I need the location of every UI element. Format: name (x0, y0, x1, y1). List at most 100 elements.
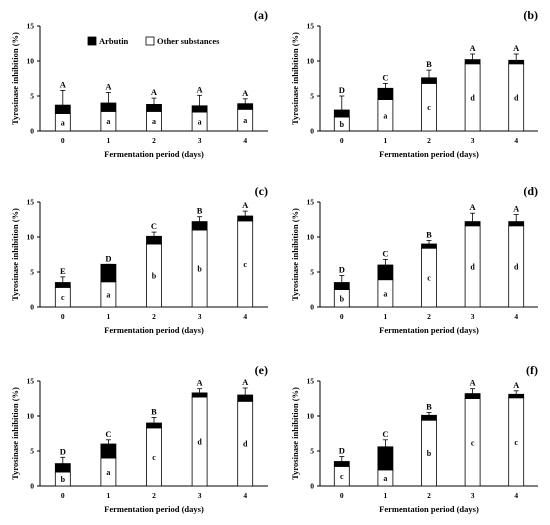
x-axis-title: Fermentation period (days) (104, 149, 204, 159)
significance-letter-lower: d (470, 93, 475, 102)
x-tick-label: 3 (471, 312, 475, 321)
significance-letter-upper: D (339, 446, 345, 456)
significance-letter-upper: D (339, 85, 345, 95)
x-axis-title: Fermentation period (days) (104, 325, 204, 335)
significance-letter-lower: c (61, 293, 65, 302)
x-tick-label: 4 (514, 136, 518, 145)
arbutin-bar (464, 393, 481, 399)
significance-letter-lower: c (471, 438, 475, 447)
panel-label: (f) (526, 363, 538, 377)
x-tick-label: 2 (427, 312, 431, 321)
y-tick-label: 10 (27, 412, 35, 421)
significance-letter-lower: a (383, 111, 387, 120)
x-tick-label: 2 (427, 136, 431, 145)
arbutin-bar (421, 77, 437, 84)
y-tick-label: 15 (27, 198, 35, 207)
significance-letter-lower: b (340, 120, 345, 129)
panel-label: (a) (254, 8, 268, 22)
x-tick-label: 4 (243, 312, 247, 321)
arbutin-bar (237, 394, 254, 402)
arbutin-bar (237, 103, 254, 110)
arbutin-bar (464, 221, 481, 227)
x-tick-label: 4 (243, 136, 247, 145)
legend-swatch-other (145, 36, 155, 46)
arbutin-bar (421, 414, 437, 421)
significance-letter-upper: B (197, 206, 203, 216)
arbutin-bar (54, 463, 71, 473)
panel-label: (c) (255, 184, 268, 198)
significance-letter-upper: A (242, 200, 249, 210)
significance-letter-upper: A (60, 79, 67, 89)
significance-letter-upper: B (426, 59, 432, 69)
x-tick-label: 0 (340, 136, 344, 145)
x-tick-label: 1 (107, 312, 111, 321)
arbutin-bar (191, 392, 208, 398)
y-tick-label: 0 (30, 303, 34, 312)
y-axis-title: Tyrosinase inhibition (%) (290, 208, 300, 301)
chart-panel-c: 0 5 10 15 Tyrosinase inhibition (%) 0 1 2 3 4 Ferm… (10, 184, 268, 335)
arbutin-bar (333, 109, 350, 118)
significance-letter-lower: a (106, 468, 110, 477)
x-tick-label: 1 (107, 136, 111, 145)
significance-letter-lower: b (197, 265, 202, 274)
y-tick-label: 0 (310, 127, 314, 136)
y-tick-label: 10 (307, 233, 315, 242)
significance-letter-upper: A (470, 43, 477, 53)
y-tick-label: 15 (307, 377, 315, 386)
arbutin-bar (464, 59, 481, 65)
significance-letter-lower: a (383, 289, 387, 298)
arbutin-bar (508, 393, 525, 399)
significance-letter-lower: d (514, 262, 519, 271)
legend-label-arbutin: Arbutin (99, 36, 129, 46)
arbutin-bar (54, 104, 71, 114)
significance-letter-upper: D (60, 446, 66, 456)
y-tick-label: 10 (27, 233, 35, 242)
significance-letter-upper: B (426, 230, 432, 240)
significance-letter-upper: A (197, 378, 204, 388)
significance-letter-upper: C (382, 72, 388, 82)
significance-letter-upper: A (470, 202, 477, 212)
arbutin-bar (237, 215, 254, 222)
significance-letter-lower: b (427, 449, 432, 458)
significance-letter-upper: A (105, 82, 112, 92)
legend-label-other: Other substances (157, 36, 220, 46)
y-tick-label: 15 (27, 22, 35, 31)
significance-letter-upper: A (242, 88, 249, 98)
y-tick-label: 15 (27, 377, 35, 386)
panel-label: (b) (523, 8, 538, 22)
significance-letter-upper: A (513, 204, 520, 214)
y-axis-title: Tyrosinase inhibition (%) (290, 32, 300, 125)
y-tick-label: 15 (307, 22, 315, 31)
significance-letter-lower: b (340, 294, 345, 303)
arbutin-bar (100, 443, 117, 459)
x-tick-label: 0 (340, 312, 344, 321)
significance-letter-upper: A (242, 377, 249, 387)
x-tick-label: 1 (107, 491, 111, 500)
arbutin-bar (377, 264, 394, 281)
significance-letter-lower: c (427, 103, 431, 112)
significance-letter-upper: D (339, 265, 345, 275)
arbutin-bar (191, 105, 208, 113)
x-axis-title: Fermentation period (days) (379, 504, 479, 514)
significance-letter-lower: c (152, 453, 156, 462)
significance-letter-lower: b (152, 272, 157, 281)
significance-letter-upper: D (105, 253, 111, 263)
significance-letter-lower: a (198, 118, 202, 127)
significance-letter-lower: a (61, 118, 65, 127)
x-tick-label: 2 (152, 312, 156, 321)
y-tick-label: 0 (30, 482, 34, 491)
y-tick-label: 0 (30, 127, 34, 136)
significance-letter-lower: a (152, 117, 156, 126)
x-tick-label: 1 (384, 312, 388, 321)
legend-swatch-arbutin (87, 36, 97, 46)
x-axis-title: Fermentation period (days) (379, 149, 479, 159)
chart-panel-e: 0 5 10 15 Tyrosinase inhibition (%) 0 1 2 3 4 Ferm… (10, 363, 268, 514)
significance-letter-lower: c (514, 438, 518, 447)
significance-letter-upper: B (151, 406, 157, 416)
significance-letter-lower: d (514, 93, 519, 102)
chart-panel-d: 0 5 10 15 Tyrosinase inhibition (%) 0 1 2 3 4 Ferm… (290, 184, 538, 335)
chart-legend: Arbutin Other substances (87, 36, 220, 46)
y-axis-title: Tyrosinase inhibition (%) (10, 387, 20, 480)
significance-letter-upper: A (513, 43, 520, 53)
